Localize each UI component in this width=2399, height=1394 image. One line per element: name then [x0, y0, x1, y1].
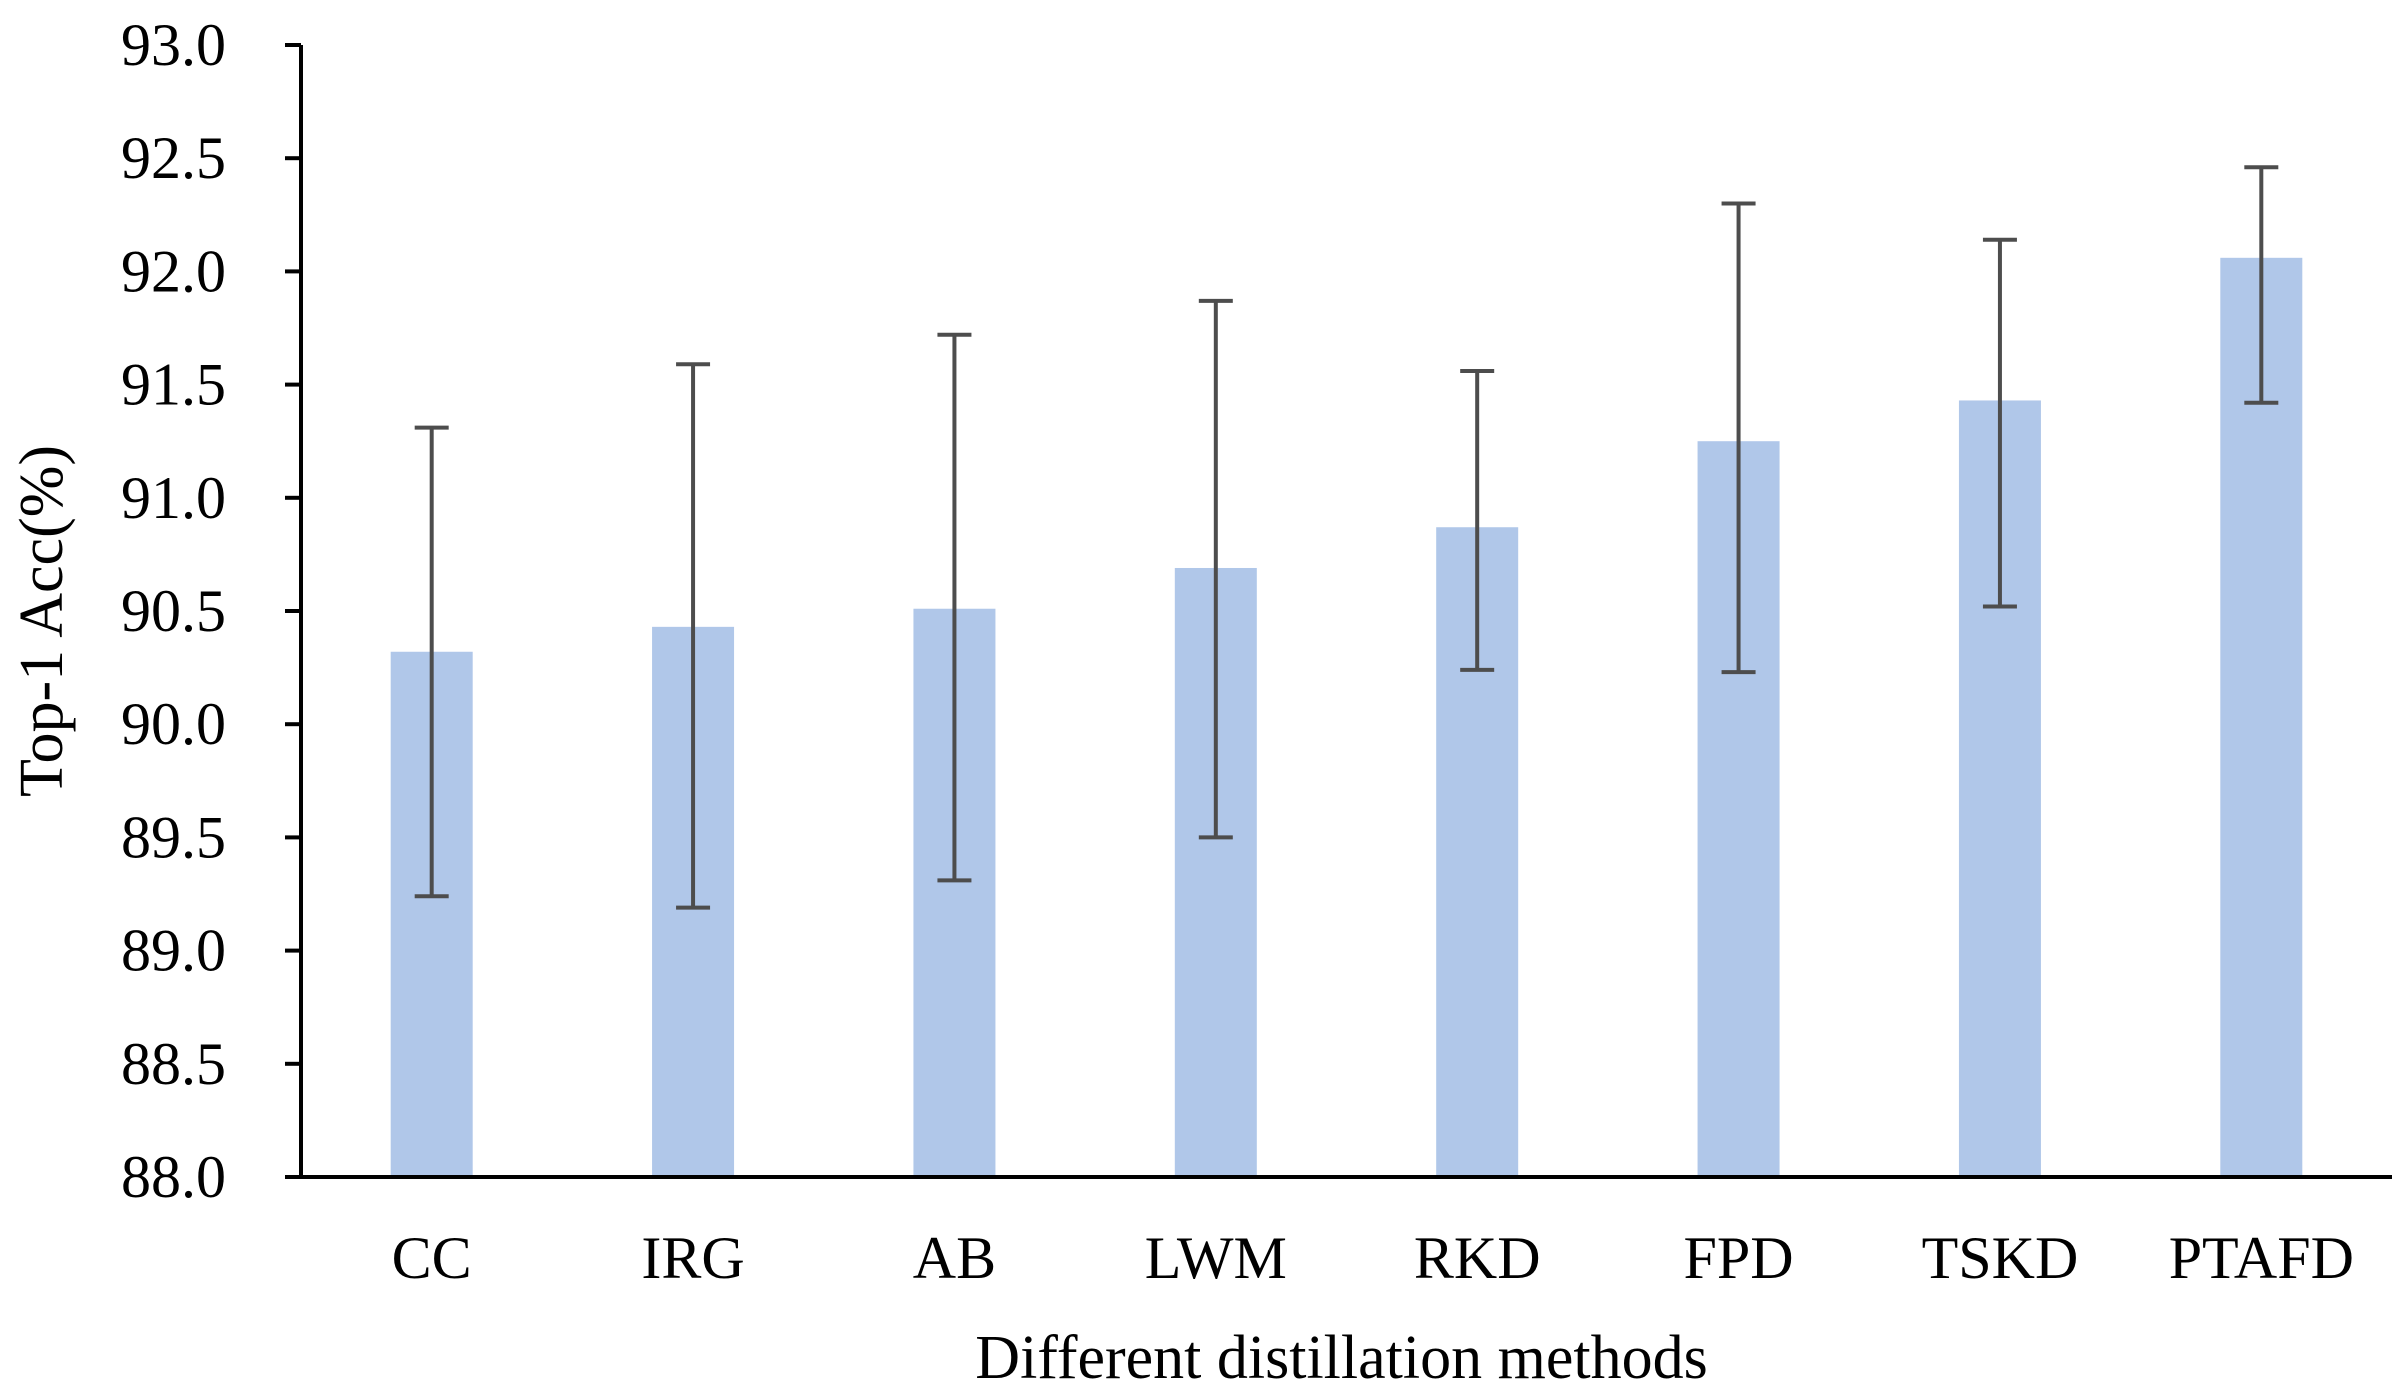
y-tick-label: 90.0	[121, 691, 226, 757]
bar-ptafd	[2220, 257, 2303, 1177]
y-tick-label: 90.5	[121, 578, 226, 644]
y-tick-label: 91.5	[121, 352, 226, 418]
x-tick-label-fpd: FPD	[1684, 1225, 1794, 1291]
y-tick-label: 92.5	[121, 125, 226, 191]
x-tick-label-rkd: RKD	[1414, 1225, 1541, 1291]
x-tick-label-cc: CC	[392, 1225, 472, 1291]
y-tick-label: 88.0	[121, 1144, 226, 1210]
x-axis-title: Different distillation methods	[975, 1324, 1707, 1392]
y-tick-label: 89.5	[121, 804, 226, 870]
x-tick-label-tskd: TSKD	[1922, 1225, 2079, 1291]
x-labels-group: CC IRG AB LWM RKD FPD TSKD PTAFD	[392, 1225, 2354, 1291]
y-tick-label: 91.0	[121, 465, 226, 531]
x-tick-label-lwm: LWM	[1145, 1225, 1287, 1291]
bars-group	[390, 257, 2303, 1177]
y-tick-label: 92.0	[121, 238, 226, 304]
axes-group	[299, 45, 2392, 1179]
y-tick-label: 88.5	[121, 1031, 226, 1097]
x-tick-label-ptafd: PTAFD	[2169, 1225, 2354, 1291]
y-tick-label: 93.0	[121, 12, 226, 78]
y-axis-title: Top-1 Acc(%)	[8, 445, 76, 797]
x-tick-label-irg: IRG	[641, 1225, 744, 1291]
error-bars-group	[414, 165, 2279, 910]
x-tick-label-ab: AB	[913, 1225, 996, 1291]
y-tick-label: 89.0	[121, 918, 226, 984]
y-ticks-group: 88.0 88.5 89.0 89.5 90.0 90.5 91.0 91.5 92.0 92.5…	[121, 12, 301, 1210]
